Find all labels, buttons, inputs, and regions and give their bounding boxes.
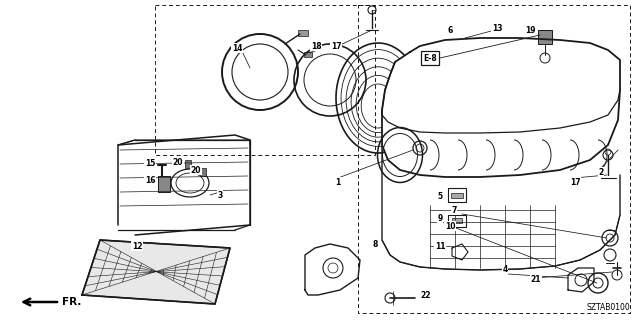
Text: 11: 11 — [435, 242, 445, 251]
Bar — [448, 188, 466, 202]
Text: 3: 3 — [218, 190, 223, 199]
Text: 5: 5 — [437, 191, 443, 201]
Text: 18: 18 — [310, 42, 321, 51]
Text: 21: 21 — [531, 276, 541, 284]
Text: 6: 6 — [447, 26, 452, 35]
Text: 15: 15 — [145, 158, 155, 167]
Text: 20: 20 — [191, 165, 201, 174]
Bar — [358, 5, 630, 313]
Text: 17: 17 — [570, 178, 580, 187]
Text: FR.: FR. — [62, 297, 81, 307]
Bar — [298, 30, 308, 36]
Text: 17: 17 — [331, 42, 341, 51]
Text: 22: 22 — [420, 292, 431, 300]
Text: 14: 14 — [232, 44, 243, 52]
Bar — [155, 5, 375, 155]
Text: 13: 13 — [492, 23, 502, 33]
Bar — [451, 193, 463, 198]
Text: SZTAB0100: SZTAB0100 — [586, 303, 630, 312]
Bar — [158, 176, 170, 192]
Text: 4: 4 — [502, 266, 508, 275]
Bar — [448, 215, 466, 227]
Text: 10: 10 — [445, 221, 455, 230]
Bar — [185, 160, 191, 168]
Text: 1: 1 — [335, 178, 340, 187]
Text: 12: 12 — [132, 242, 142, 251]
Bar — [538, 30, 552, 44]
Text: 7: 7 — [451, 205, 457, 214]
Bar — [304, 52, 312, 57]
Text: 20: 20 — [173, 157, 183, 166]
Polygon shape — [382, 38, 620, 177]
Text: 16: 16 — [145, 175, 156, 185]
Bar — [200, 168, 206, 176]
Text: 9: 9 — [437, 213, 443, 222]
Text: 2: 2 — [598, 167, 604, 177]
Text: 19: 19 — [525, 26, 535, 35]
Bar — [452, 218, 462, 223]
Polygon shape — [82, 240, 230, 304]
Text: 8: 8 — [372, 239, 378, 249]
Text: E-8: E-8 — [423, 53, 437, 62]
